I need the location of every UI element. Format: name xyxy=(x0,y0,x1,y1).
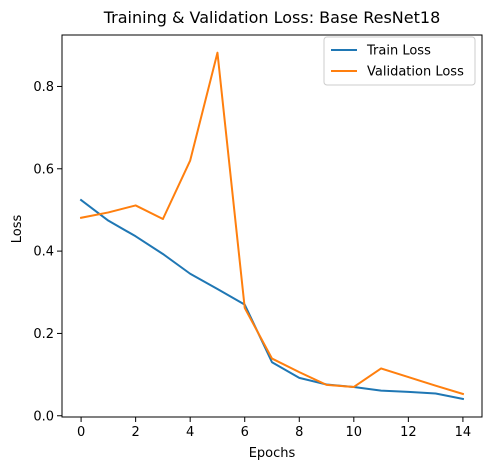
y-axis-label: Loss xyxy=(10,215,25,244)
y-tick-label: 0.2 xyxy=(33,327,54,342)
series-line-train-loss xyxy=(79,198,465,401)
chart-title: Training & Validation Loss: Base ResNet1… xyxy=(103,8,441,27)
x-axis-label: Epochs xyxy=(249,446,296,461)
x-tick-label: 2 xyxy=(131,425,139,440)
y-tick-label: 0.6 xyxy=(33,162,54,177)
legend-label: Train Loss xyxy=(366,44,431,59)
axes-frame xyxy=(61,34,483,418)
legend-box xyxy=(323,36,476,86)
legend: Train Loss Validation Loss xyxy=(323,36,476,86)
x-tick-label: 0 xyxy=(77,425,85,440)
y-tick-label: 0.8 xyxy=(33,80,54,95)
x-tick-label: 4 xyxy=(186,425,194,440)
x-tick-label: 8 xyxy=(295,425,303,440)
x-tick-label: 6 xyxy=(241,425,249,440)
plot-area xyxy=(79,51,465,401)
axes: 0 2 4 6 8 10 12 14 0.0 0.2 0.4 0.6 0.8 xyxy=(33,34,483,440)
legend-label: Validation Loss xyxy=(367,65,464,80)
y-tick-label: 0.4 xyxy=(33,245,54,260)
x-tick-label: 10 xyxy=(346,425,363,440)
y-tick-label: 0.0 xyxy=(33,409,54,424)
x-tick-label: 12 xyxy=(400,425,417,440)
series-line-validation-loss xyxy=(79,51,465,396)
x-tick-label: 14 xyxy=(455,425,472,440)
